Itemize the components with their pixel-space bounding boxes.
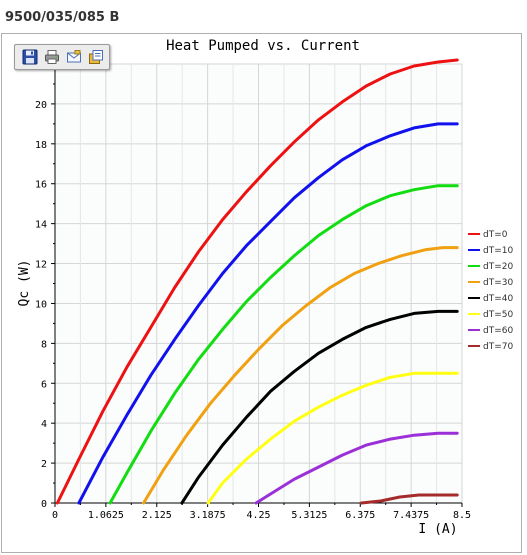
x-tick-label: 3.1875: [190, 510, 226, 521]
series-line-dt10: [77, 122, 459, 505]
y-tick-label: 10: [35, 299, 47, 310]
y-tick-label: 20: [35, 100, 47, 111]
series-line-dt30: [142, 246, 459, 505]
series-line-dt60: [254, 431, 459, 505]
legend-label: dT=30: [483, 278, 513, 288]
legend-label: dT=0: [483, 230, 508, 240]
legend-label: dT=20: [483, 262, 513, 272]
series-line-dt20: [108, 184, 459, 505]
series-line-dt70: [359, 493, 459, 505]
x-tick-label: 0: [52, 510, 58, 521]
y-axis-title: Qc (W): [17, 260, 32, 307]
legend-label: dT=60: [483, 326, 513, 336]
x-tick-label: 1.0625: [88, 510, 124, 521]
y-tick-label: 8: [41, 339, 47, 350]
legend-label: dT=10: [483, 246, 513, 256]
x-tick-label: 7.4375: [393, 510, 429, 521]
page-title: 9500/035/085 B: [5, 10, 120, 25]
print-icon[interactable]: [42, 48, 61, 67]
chart-toolbar: [14, 44, 110, 70]
x-tick-label: 4.25: [246, 510, 270, 521]
y-tick-label: 18: [35, 140, 47, 151]
y-tick-label: 16: [35, 180, 47, 191]
legend-label: dT=70: [483, 342, 513, 352]
legend-label: dT=40: [483, 294, 513, 304]
x-tick-label: 6.375: [345, 510, 375, 521]
series-line-dt0: [55, 58, 459, 505]
y-tick-label: 12: [35, 260, 47, 271]
chart-title: Heat Pumped vs. Current: [166, 38, 360, 54]
x-tick-label: 2.125: [142, 510, 172, 521]
y-tick-label: 4: [41, 419, 47, 430]
y-tick-label: 0: [41, 499, 47, 510]
email-icon[interactable]: [64, 48, 83, 67]
save-icon[interactable]: [20, 48, 39, 67]
export-icon[interactable]: [86, 48, 105, 67]
y-tick-label: 14: [35, 220, 47, 231]
x-tick-label: 5.3125: [291, 510, 327, 521]
series-line-dt50: [206, 371, 459, 505]
y-tick-label: 2: [41, 459, 47, 470]
y-tick-label: 6: [41, 379, 47, 390]
series-line-dt40: [180, 309, 459, 505]
legend-label: dT=50: [483, 310, 513, 320]
x-tick-label: 8.5: [453, 510, 471, 521]
x-axis-title: I (A): [418, 522, 457, 537]
